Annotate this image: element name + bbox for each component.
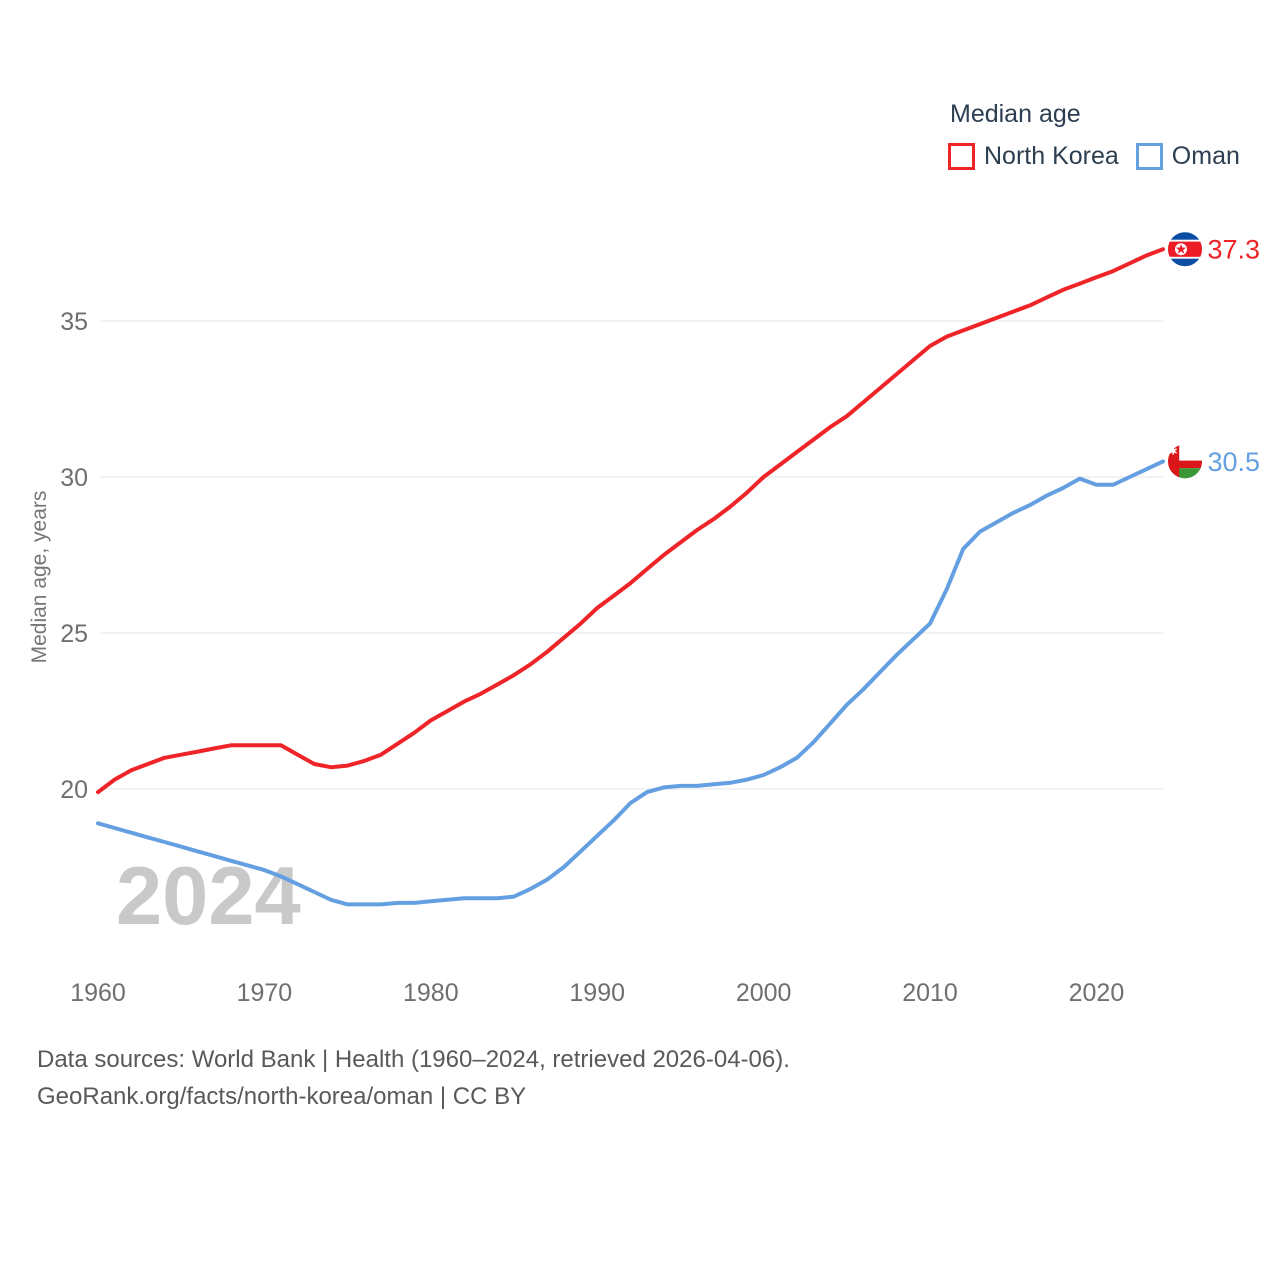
x-tick-1980: 1980 (403, 979, 459, 1007)
legend-item-north-korea[interactable]: North Korea (948, 142, 1119, 171)
series-lines (96, 247, 1165, 907)
y-axis-title: Median age, years (28, 491, 51, 664)
gridlines (100, 320, 1163, 790)
y-tick-20: 20 (60, 776, 88, 804)
oman-flag-icon (1167, 443, 1203, 480)
y-axis-tick-labels: 20 25 30 35 (60, 308, 88, 804)
x-tick-1990: 1990 (569, 979, 625, 1007)
legend-title: Median age (950, 100, 1081, 128)
y-tick-35: 35 (60, 308, 88, 336)
watermark-year: 2024 (116, 849, 301, 942)
legend-item-label: North Korea (984, 142, 1119, 170)
legend-item-label: Oman (1171, 142, 1240, 170)
legend-item-oman[interactable]: Oman (1135, 142, 1240, 171)
end-value-north-korea: 37.3 (1208, 235, 1261, 265)
x-tick-1960: 1960 (70, 979, 126, 1007)
x-tick-1970: 1970 (237, 979, 293, 1007)
x-axis-tick-labels: 1960 1970 1980 1990 2000 2010 2020 (70, 979, 1124, 1007)
line-oman (96, 459, 1165, 907)
y-tick-25: 25 (60, 620, 88, 648)
x-tick-2000: 2000 (736, 979, 792, 1007)
x-tick-2020: 2020 (1069, 979, 1125, 1007)
north-korea-swatch-icon (948, 143, 975, 170)
attribution-line: GeoRank.org/facts/north-korea/oman | CC … (37, 1083, 527, 1110)
legend-items: North Korea Oman (948, 142, 1240, 171)
oman-swatch-icon (1135, 143, 1163, 170)
north-korea-flag-icon (1167, 231, 1203, 268)
legend: Median age North Korea Oman (948, 100, 1240, 171)
data-sources-footer: Data sources: World Bank | Health (1960–… (37, 1041, 790, 1115)
line-north-korea (96, 247, 1165, 795)
end-value-oman: 30.5 (1208, 447, 1261, 477)
y-tick-30: 30 (60, 464, 88, 492)
x-tick-2010: 2010 (902, 979, 958, 1007)
data-sources-line: Data sources: World Bank | Health (1960–… (37, 1046, 790, 1073)
median-age-line-chart: 2024 20 25 30 35 1960 1970 1980 1990 2000 2010 20… (28, 231, 1261, 1007)
